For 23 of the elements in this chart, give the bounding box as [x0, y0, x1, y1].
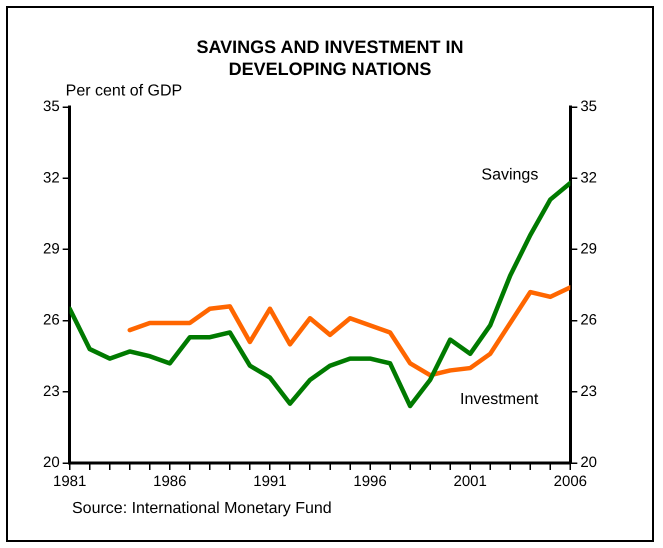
y-tick-label: 20 [42, 454, 60, 472]
y2-tick-label: 20 [580, 454, 598, 472]
x-tick-label: 1981 [52, 473, 86, 490]
y-tick-label: 32 [42, 169, 60, 186]
y2-tick-label: 35 [580, 98, 598, 116]
y2-tick-label: 26 [580, 312, 598, 329]
y-axis-title: Per cent of GDP [66, 82, 182, 100]
series-label: Savings [481, 166, 538, 184]
x-tick-label: 1991 [253, 473, 287, 490]
y-tick-label: 35 [42, 98, 60, 116]
y2-tick-label: 23 [580, 382, 598, 400]
y-tick-label: 23 [42, 382, 60, 400]
x-tick-label: 1986 [153, 473, 186, 490]
x-tick-label: 2006 [554, 473, 588, 490]
x-tick-label: 1996 [353, 473, 387, 490]
y2-tick-label: 29 [580, 240, 598, 258]
chart-title: SAVINGS AND INVESTMENT IN DEVELOPING NATIONS [195, 36, 465, 80]
y-tick-label: 29 [42, 240, 60, 258]
y2-tick-label: 32 [580, 169, 598, 186]
source-note: Source: International Monetary Fund [72, 500, 332, 518]
x-tick-label: 2001 [454, 473, 487, 490]
y-tick-label: 26 [42, 312, 60, 329]
series-label: Investment [460, 390, 539, 408]
